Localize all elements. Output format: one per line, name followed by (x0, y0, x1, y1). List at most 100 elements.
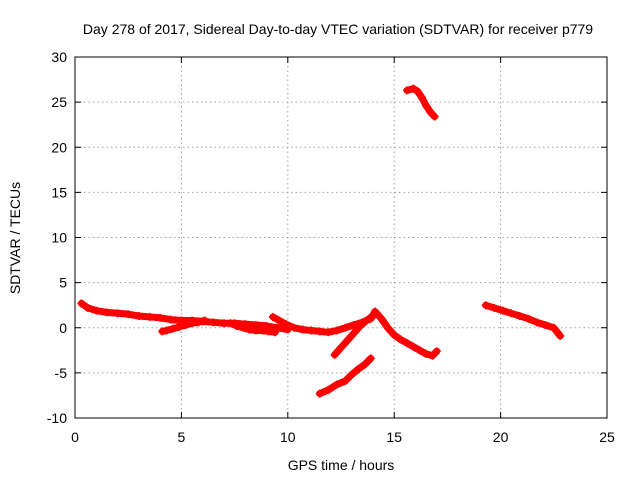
data-point (377, 314, 386, 323)
data-point (162, 326, 171, 335)
data-point (200, 316, 209, 325)
data-point (226, 319, 235, 328)
y-tick-label: 25 (51, 94, 67, 110)
data-point (409, 84, 418, 93)
y-tick-label: 5 (59, 275, 67, 291)
y-tick-label: 10 (51, 230, 67, 246)
data-point (307, 326, 316, 335)
series-arc-6 (315, 354, 375, 398)
x-tick-label: 15 (386, 429, 402, 445)
x-axis-label: GPS time / hours (288, 457, 395, 473)
series-arc-5 (330, 312, 377, 359)
data-point (430, 112, 439, 121)
data-point (166, 315, 175, 324)
data-point (298, 325, 307, 334)
data-point (515, 312, 524, 321)
data-point (356, 321, 365, 330)
data-point (239, 323, 248, 332)
chart-title: Day 278 of 2017, Sidereal Day-to-day VTE… (83, 21, 593, 37)
x-tick-label: 25 (599, 429, 615, 445)
data-point (549, 323, 558, 332)
data-point (366, 354, 375, 363)
data-point (498, 306, 507, 315)
data-point (402, 86, 411, 95)
data-point (383, 323, 392, 332)
data-point (124, 310, 133, 319)
data-point (290, 323, 299, 332)
y-tick-label: 30 (51, 49, 67, 65)
series-line (316, 354, 375, 398)
data-point (324, 386, 333, 395)
data-point (315, 327, 324, 336)
data-point (181, 321, 190, 330)
data-point (556, 331, 565, 340)
y-tick-label: -5 (55, 365, 68, 381)
data-point (368, 312, 377, 321)
axis-ticks: -10 -5 0 5 10 15 20 25 30 0 5 10 15 20 25 (47, 49, 615, 445)
y-tick-label: 15 (51, 184, 67, 200)
data-point (362, 316, 371, 325)
x-tick-label: 0 (71, 429, 79, 445)
data-point (415, 346, 424, 355)
data-point (396, 335, 405, 344)
data-point (92, 306, 101, 315)
data-point (281, 320, 290, 329)
data-point (209, 318, 218, 327)
data-point (532, 318, 541, 327)
data-point (134, 312, 143, 321)
data-point (324, 328, 333, 337)
series-arc-1 (77, 299, 292, 334)
data-point (175, 322, 184, 331)
data-point (481, 301, 490, 310)
data-point (507, 309, 516, 318)
data-point (490, 303, 499, 312)
data-point (113, 309, 122, 318)
series-arc-2 (158, 316, 209, 336)
y-axis-label: SDTVAR / TECUs (7, 182, 23, 294)
data-point (426, 108, 435, 117)
data-point (432, 347, 441, 356)
data-point (343, 336, 352, 345)
data-point (413, 87, 422, 96)
data-point (332, 380, 341, 389)
data-point (194, 318, 203, 327)
data-point (156, 313, 165, 322)
series-arc-3 (226, 319, 280, 337)
y-tick-label: 0 (59, 320, 67, 336)
series-arc-7 (402, 84, 439, 121)
data-point (271, 328, 280, 337)
data-point (330, 350, 339, 359)
data-point (83, 303, 92, 312)
data-point (332, 326, 341, 335)
data-point (188, 319, 197, 328)
data-point (341, 323, 350, 332)
data-point (541, 321, 550, 330)
grid-lines (75, 57, 607, 418)
data-point (77, 299, 86, 308)
data-point (168, 324, 177, 333)
data-point (422, 349, 431, 358)
data-point (422, 101, 431, 110)
y-tick-label: 20 (51, 139, 67, 155)
data-point (347, 370, 356, 379)
data-point (524, 314, 533, 323)
data-point (145, 312, 154, 321)
data-point (337, 343, 345, 352)
y-tick-label: -10 (47, 410, 67, 426)
data-point (409, 342, 418, 351)
data-point (360, 360, 369, 369)
x-tick-label: 10 (280, 429, 296, 445)
data-point (258, 326, 267, 335)
data-point (428, 351, 437, 360)
data-point (390, 330, 399, 339)
data-point (264, 327, 273, 336)
x-tick-label: 5 (178, 429, 186, 445)
data-series (77, 84, 565, 398)
data-point (268, 312, 277, 321)
data-point (349, 329, 358, 338)
data-point (354, 365, 363, 374)
data-point (102, 308, 111, 317)
data-point (158, 327, 167, 336)
data-point (245, 325, 254, 334)
